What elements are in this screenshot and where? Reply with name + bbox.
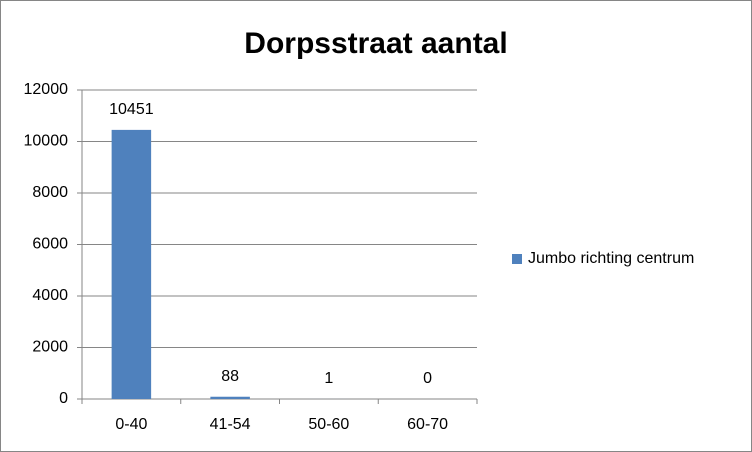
chart-title: Dorpsstraat aantal	[244, 27, 507, 60]
data-label: 10451	[109, 101, 154, 118]
y-tick-label: 0	[59, 390, 68, 407]
legend-label: Jumbo richting centrum	[528, 250, 694, 267]
x-tick-label: 41-54	[210, 416, 251, 433]
bar	[210, 396, 250, 399]
x-tick-label: 50-60	[308, 416, 349, 433]
y-tick-label: 12000	[24, 81, 69, 98]
y-tick-label: 4000	[32, 287, 68, 304]
y-tick-label: 6000	[32, 236, 68, 253]
bar	[111, 129, 152, 399]
data-label: 1	[324, 370, 333, 387]
x-tick-label: 0-40	[115, 416, 147, 433]
legend-swatch	[512, 254, 522, 264]
data-label: 88	[221, 368, 239, 385]
y-tick-label: 2000	[32, 339, 68, 356]
data-label: 0	[423, 370, 432, 387]
y-tick-label: 10000	[24, 133, 69, 150]
y-tick-label: 8000	[32, 184, 68, 201]
x-tick-label: 60-70	[407, 416, 448, 433]
